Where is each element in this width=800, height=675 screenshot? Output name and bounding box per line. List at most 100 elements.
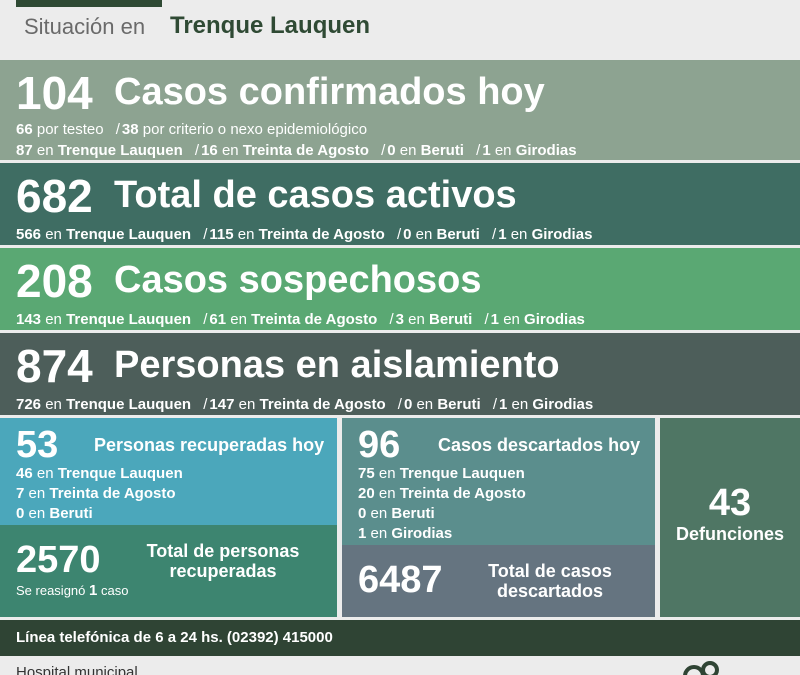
- deaths-panel: 43 Defunciones: [660, 418, 800, 617]
- connector-en: en: [408, 311, 425, 328]
- city-value: 1: [358, 525, 367, 542]
- city-name: Treinta de Agosto: [251, 311, 378, 328]
- connector-en: en: [45, 226, 62, 243]
- city-value: 1: [482, 142, 491, 159]
- confirmed-number: 104: [16, 67, 93, 119]
- connector-en: en: [370, 525, 388, 542]
- phone-line-text: Línea telefónica de 6 a 24 hs. (02392) 4…: [16, 629, 333, 646]
- recovered-city-row: 46 en Trenque Lauquen: [16, 464, 183, 484]
- city-value: 0: [403, 226, 412, 243]
- city-name: Girodias: [531, 226, 593, 243]
- discarded-city-row: 0 en Beruti: [358, 504, 435, 524]
- city-value: 87: [16, 142, 33, 159]
- note-suffix: caso: [100, 583, 129, 598]
- active-by-city: 566 en Trenque Lauquen /115 en Treinta d…: [16, 226, 593, 243]
- city-name: Beruti: [49, 505, 93, 522]
- connector-en: en: [503, 311, 520, 328]
- header-label: Situación en: [24, 14, 146, 39]
- city-name: Beruti: [420, 142, 464, 159]
- connector-en: en: [36, 465, 54, 482]
- city-name: Trenque Lauquen: [66, 311, 192, 328]
- city-value: 1: [499, 396, 508, 413]
- confirmed-panel: 104 Casos confirmados hoy 66 por testeo …: [0, 60, 800, 160]
- connector-en: en: [378, 485, 396, 502]
- discarded-total-panel: 6487 Total de casos descartados: [342, 545, 655, 617]
- recovered-total-panel: 2570 Total de personas recuperadas Se re…: [0, 525, 337, 617]
- recovered-city-row: 7 en Treinta de Agosto: [16, 484, 176, 504]
- by-test-value: 66: [16, 121, 33, 138]
- city-name: Treinta de Agosto: [399, 485, 526, 502]
- footer: Hospital municipal: [0, 656, 800, 675]
- city-name: Beruti: [436, 226, 480, 243]
- connector-en: en: [494, 142, 512, 159]
- city-value: 75: [358, 465, 375, 482]
- header-accent-bar: [16, 0, 162, 7]
- confirmed-by-city: 87 en Trenque Lauquen /16 en Treinta de …: [16, 142, 577, 159]
- connector-en: en: [45, 396, 62, 413]
- city-name: Beruti: [391, 505, 435, 522]
- discarded-total-number: 6487: [358, 559, 443, 601]
- connector-en: en: [36, 142, 54, 159]
- deaths-number: 43: [708, 482, 752, 524]
- city-name: Beruti: [428, 311, 473, 328]
- suspected-by-city: 143 en Trenque Lauquen /61 en Treinta de…: [16, 311, 585, 328]
- connector-en: en: [378, 465, 396, 482]
- city-value: 3: [395, 311, 404, 328]
- municipal-logo-icon: [683, 661, 719, 675]
- recovered-total-title-1: Total de personas: [146, 541, 300, 561]
- recovered-city-row: 0 en Beruti: [16, 504, 93, 524]
- city-name: Trenque Lauquen: [66, 226, 192, 243]
- discarded-total-title-2: descartados: [496, 581, 604, 601]
- city-name: Beruti: [437, 396, 481, 413]
- phone-line-bar: Línea telefónica de 6 a 24 hs. (02392) 4…: [0, 620, 800, 656]
- connector-en: en: [415, 226, 433, 243]
- isolation-by-city: 726 en Trenque Lauquen /147 en Treinta d…: [16, 396, 594, 413]
- city-value: 7: [16, 485, 25, 502]
- city-value: 115: [209, 226, 234, 243]
- city-value: 0: [16, 505, 25, 522]
- isolation-panel: 874 Personas en aislamiento 726 en Trenq…: [0, 333, 800, 415]
- discarded-city-row: 75 en Trenque Lauquen: [358, 464, 525, 484]
- isolation-title: Personas en aislamiento: [114, 344, 560, 386]
- discarded-today-title: Casos descartados hoy: [438, 435, 641, 455]
- connector-en: en: [28, 505, 46, 522]
- city-name: Treinta de Agosto: [258, 226, 385, 243]
- city-value: 1: [498, 226, 507, 243]
- city-name: Girodias: [515, 142, 577, 159]
- active-number: 682: [16, 170, 93, 222]
- recovered-today-number: 53: [16, 424, 59, 466]
- discarded-city-row: 20 en Treinta de Agosto: [358, 484, 526, 504]
- header: Situación en Trenque Lauquen: [0, 0, 800, 60]
- by-criteria-value: 38: [121, 121, 139, 138]
- city-value: 0: [403, 396, 413, 413]
- isolation-number: 874: [16, 340, 93, 392]
- city-value: 143: [16, 311, 42, 328]
- suspected-number: 208: [16, 255, 93, 307]
- deaths-title: Defunciones: [675, 524, 785, 544]
- active-title: Total de casos activos: [114, 174, 517, 216]
- city-name: Trenque Lauquen: [57, 465, 183, 482]
- connector-en: en: [510, 226, 528, 243]
- recovered-today-panel: 53 Personas recuperadas hoy 46 en Trenqu…: [0, 418, 337, 525]
- discarded-today-panel: 96 Casos descartados hoy 75 en Trenque L…: [342, 418, 655, 545]
- recovered-total-number: 2570: [16, 539, 101, 581]
- suspected-panel: 208 Casos sospechosos 143 en Trenque Lau…: [0, 248, 800, 330]
- reassign-note: Se reasignó 1 caso: [16, 581, 128, 601]
- connector-en: en: [399, 142, 417, 159]
- note-value: 1: [89, 582, 98, 599]
- city-name: Girodias: [391, 525, 453, 542]
- city-value: 566: [16, 226, 42, 243]
- by-criteria-label: por criterio o nexo epidemiológico: [142, 121, 368, 138]
- connector-en: en: [28, 485, 46, 502]
- city-name: Treinta de Agosto: [259, 396, 386, 413]
- city-name: Treinta de Agosto: [242, 142, 369, 159]
- by-test-label: por testeo: [36, 121, 104, 138]
- city-value: 61: [209, 311, 227, 328]
- city-value: 1: [490, 311, 500, 328]
- discarded-total-title-1: Total de casos: [488, 561, 612, 581]
- hospital-label: Hospital municipal: [16, 664, 138, 675]
- city-value: 0: [358, 505, 367, 522]
- confirmed-breakdown-method: 66 por testeo /38 por criterio o nexo ep…: [16, 121, 368, 138]
- city-value: 0: [387, 142, 396, 159]
- city-name: Girodias: [532, 396, 594, 413]
